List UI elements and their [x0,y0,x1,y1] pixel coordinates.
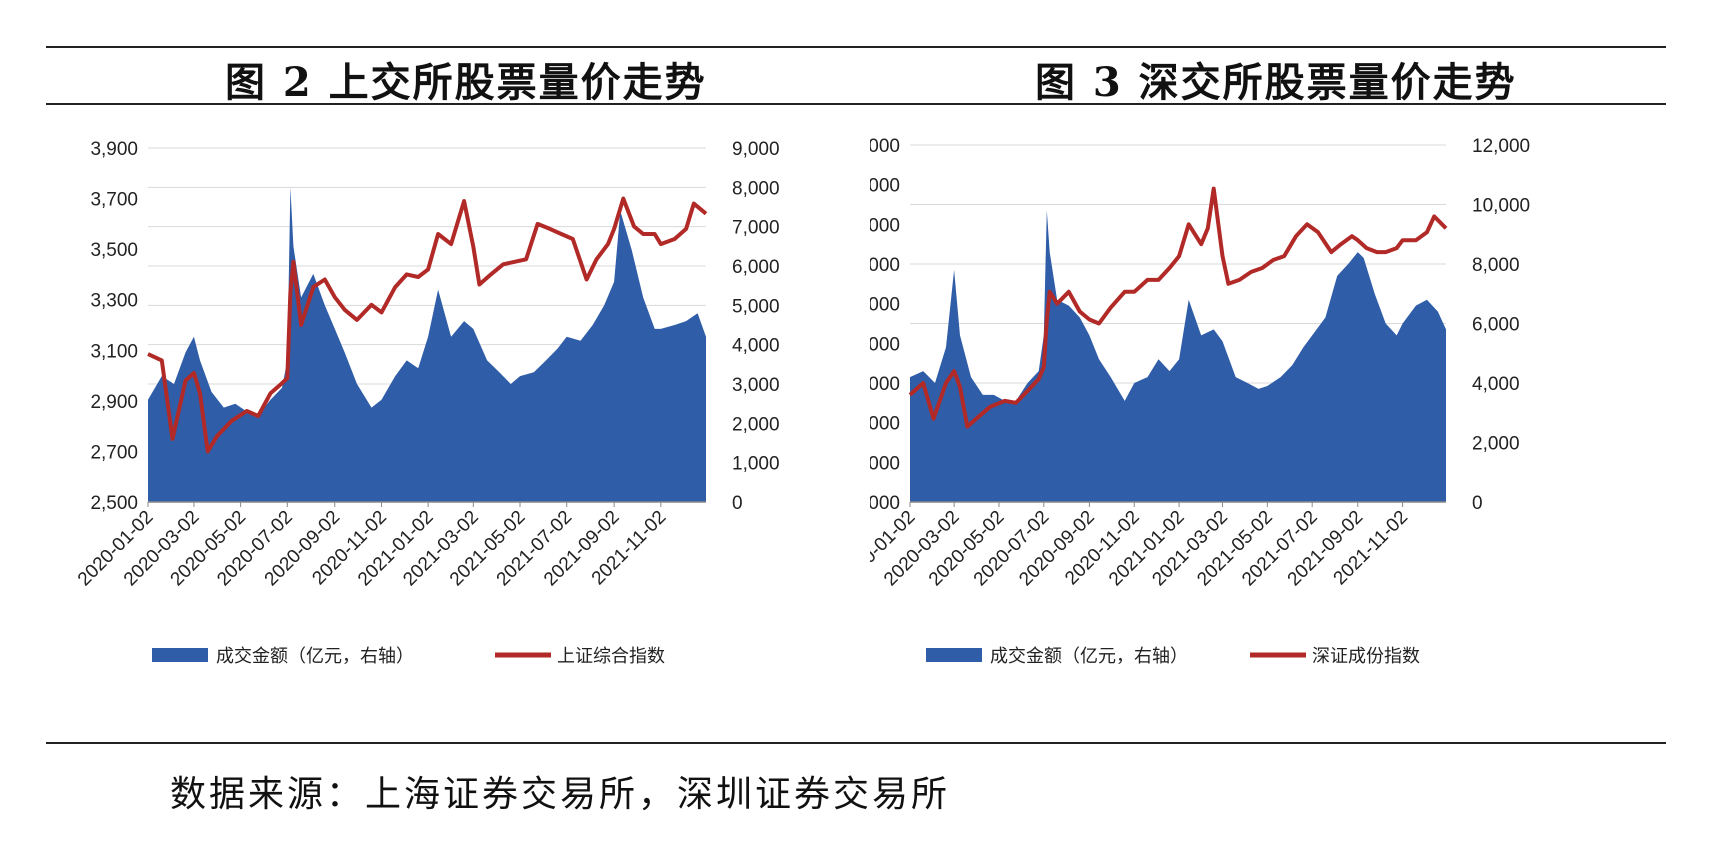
right-axis-tick-label: 3,000 [732,375,780,396]
left-axis-tick-label: 13,000 [870,295,900,316]
right-axis-tick-label: 0 [732,493,743,514]
szse-chart: 8,000 9,000 10,000 11,000 12,000 13,000 14,000… [836,130,1670,734]
legend-label-index: 上证综合指数 [557,646,665,666]
right-axis-tick-label: 6,000 [732,257,780,278]
right-axis-tick-label: 1,000 [732,454,780,475]
top-rule [46,46,1666,48]
chart-title-szse: 图 3 深交所股票量价走势 [1035,59,1517,106]
szse-chart-svg: 8,000 9,000 10,000 11,000 12,000 13,000 14,000… [836,136,1530,666]
legend-label-volume: 成交金额（亿元，右轴） [216,646,414,666]
right-axis-tick-label: 6,000 [1472,315,1520,336]
left-axis-tick-label: 8,000 [870,493,900,514]
legend-swatch-volume [152,648,208,662]
legend-label-index: 深证成份指数 [1312,646,1420,666]
sse-chart-svg: 2,500 2,700 2,900 3,100 3,300 3,500 3,700 3,900… [74,139,780,666]
right-axis-tick-label: 8,000 [732,178,780,199]
volume-area [910,210,1446,502]
right-axis-tick-label: 5,000 [732,296,780,317]
right-axis-tick-label: 12,000 [1472,136,1530,157]
left-axis-tick-label: 3,900 [90,139,138,160]
right-axis-tick-label: 2,000 [732,414,780,435]
bottom-rule [46,742,1666,744]
volume-area [148,187,706,503]
title-rule [46,103,1666,105]
left-axis-tick-label: 14,000 [870,255,900,276]
legend-label-volume: 成交金额（亿元，右轴） [990,646,1188,666]
right-axis-tick-label: 4,000 [732,336,780,357]
right-axis-tick-label: 8,000 [1472,255,1520,276]
source-note: 数据来源：上海证券交易所，深圳证券交易所 [170,774,951,815]
left-axis-tick-label: 3,700 [90,190,138,211]
left-axis-tick-label: 2,700 [90,442,138,463]
left-axis-tick-label: 3,100 [90,341,138,362]
right-axis-tick-label: 2,000 [1472,434,1520,455]
index-line [908,186,1448,429]
left-axis-tick-label: 3,300 [90,291,138,312]
right-axis-tick-label: 7,000 [732,218,780,239]
right-axis-tick-label: 0 [1472,493,1483,514]
right-axis-tick-label: 4,000 [1472,374,1520,395]
left-axis-tick-label: 10,000 [870,414,900,435]
right-axis-tick-label: 10,000 [1472,196,1530,217]
left-axis-tick-label: 11,000 [870,374,900,395]
left-axis-tick-label: 15,000 [870,215,900,236]
left-axis-tick-label: 17,000 [870,136,900,157]
right-axis-tick-label: 9,000 [732,139,780,160]
left-axis-tick-label: 2,900 [90,392,138,413]
left-axis-tick-label: 16,000 [870,176,900,197]
chart-title-sse: 图 2 上交所股票量价走势 [225,59,707,106]
left-axis-tick-label: 2,500 [90,493,138,514]
legend-swatch-volume [926,648,982,662]
left-axis-tick-label: 12,000 [870,334,900,355]
left-axis-tick-label: 3,500 [90,240,138,261]
sse-chart: 2,500 2,700 2,900 3,100 3,300 3,500 3,700 3,900… [40,130,820,734]
left-axis-tick-label: 9,000 [870,453,900,474]
index-line [147,196,708,454]
